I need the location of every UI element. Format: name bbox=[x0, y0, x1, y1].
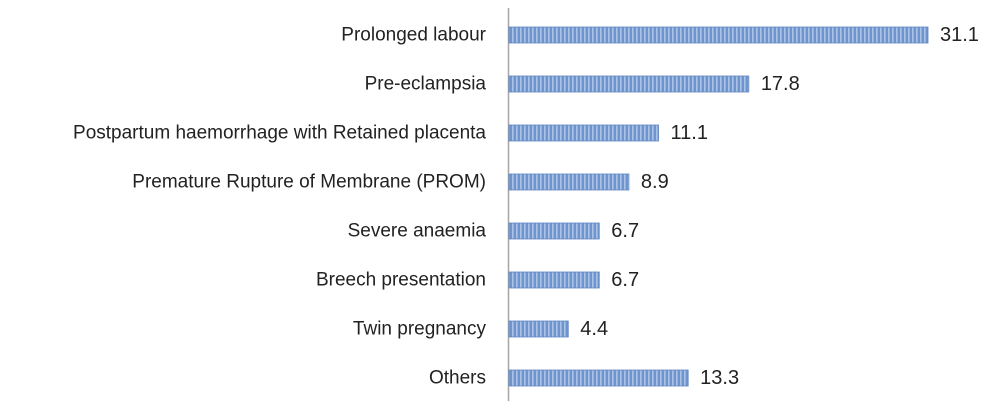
bar bbox=[508, 369, 689, 387]
bar bbox=[508, 320, 569, 338]
value-label: 6.7 bbox=[611, 220, 639, 242]
bar bbox=[508, 271, 600, 289]
bars-layer bbox=[508, 26, 929, 387]
category-label: Premature Rupture of Membrane (PROM) bbox=[132, 172, 486, 193]
category-label: Pre-eclampsia bbox=[365, 74, 487, 95]
value-label: 11.1 bbox=[671, 122, 708, 144]
category-labels-layer: Prolonged labour Pre-eclampsia Postpartum … bbox=[73, 25, 487, 389]
category-label: Prolonged labour bbox=[341, 25, 486, 46]
category-label: Twin pregnancy bbox=[353, 319, 487, 340]
value-label: 17.8 bbox=[761, 73, 800, 95]
value-labels-layer: 31.1 17.8 11.1 8.9 6.7 6.7 4.4 13.3 bbox=[580, 24, 979, 389]
bar bbox=[508, 173, 630, 191]
bar bbox=[508, 75, 750, 93]
bar bbox=[508, 222, 600, 240]
value-label: 6.7 bbox=[611, 269, 639, 291]
value-label: 13.3 bbox=[700, 367, 739, 389]
category-label: Postpartum haemorrhage with Retained pla… bbox=[73, 123, 486, 144]
bar bbox=[508, 124, 659, 142]
value-label: 4.4 bbox=[580, 318, 608, 340]
category-label: Breech presentation bbox=[316, 270, 486, 291]
category-label: Severe anaemia bbox=[348, 221, 487, 242]
value-label: 8.9 bbox=[641, 171, 669, 193]
bar bbox=[508, 26, 929, 44]
value-label: 31.1 bbox=[940, 24, 979, 46]
category-label: Others bbox=[429, 368, 486, 389]
